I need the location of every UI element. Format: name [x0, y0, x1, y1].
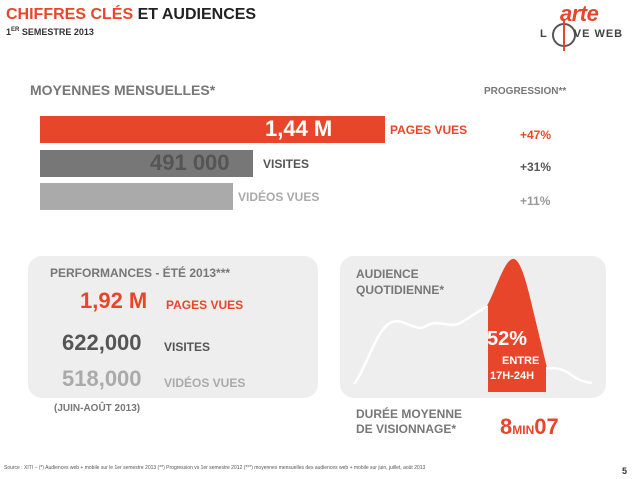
audience-curve-daytime — [352, 304, 489, 385]
monthly-videos-label: VIDÉOS VUES — [238, 190, 320, 204]
audience-share-label-2: 17H-24H — [490, 370, 535, 382]
logo-bar-icon — [563, 19, 565, 51]
subtitle-ordinal-suffix: ER — [11, 27, 20, 33]
logo-brand: arte — [560, 1, 599, 26]
monthly-pages-label: PAGES VUES — [390, 123, 468, 137]
audience-heading-line2: QUOTIDIENNE* — [356, 283, 445, 297]
page-number: 5 — [622, 466, 628, 476]
page-title-highlight: CHIFFRES CLÉS — [6, 6, 134, 23]
summer-videos-label: VIDÉOS VUES — [164, 376, 246, 390]
duration-label-line2: DE VISIONNAGE* — [356, 422, 457, 436]
subtitle-ordinal: 1 — [6, 27, 12, 37]
source-note: Source : XITI – (*) Audiences web + mobi… — [4, 465, 426, 471]
summer-pages-value: 1,92 M — [80, 288, 148, 313]
summer-videos-value: 518,000 — [62, 366, 142, 391]
monthly-bar-videos — [40, 183, 233, 210]
monthly-pages-value: 1,44 M — [265, 116, 333, 141]
duration-label-line1: DURÉE MOYENNE — [356, 407, 463, 421]
audience-heading-line1: AUDIENCE — [356, 267, 419, 281]
monthly-videos-value: 379,000 — [136, 183, 216, 208]
audience-curve-evening — [487, 259, 547, 369]
duration-seconds: 07 — [534, 414, 559, 439]
logo-tagline: L VE WEB — [540, 28, 623, 40]
audience-share-label-1: ENTRE — [502, 355, 540, 367]
progression-heading: PROGRESSION** — [484, 86, 567, 97]
audience-area-evening — [488, 259, 546, 392]
summer-pages-label: PAGES VUES — [166, 298, 244, 312]
page-title-rest: ET AUDIENCES — [133, 6, 257, 23]
page-title: CHIFFRES CLÉS ET AUDIENCES — [6, 6, 256, 24]
duration-value: 8MIN07 — [500, 414, 559, 440]
summer-visits-label: VISITES — [164, 340, 211, 354]
logo-tagline-left: L — [540, 28, 548, 40]
monthly-heading: MOYENNES MENSUELLES* — [30, 82, 216, 98]
monthly-bar-pages — [40, 116, 385, 143]
summer-performance-panel — [28, 256, 318, 398]
audience-curve-night — [545, 366, 593, 385]
logo-tagline-right: VE WEB — [573, 28, 624, 40]
audience-heading: AUDIENCE QUOTIDIENNE* — [356, 266, 444, 298]
subtitle-text: SEMESTRE 2013 — [19, 27, 94, 37]
monthly-visits-label: VISITES — [263, 157, 310, 171]
progression-pages: +47% — [520, 128, 552, 142]
duration-unit: MIN — [512, 423, 535, 437]
progression-visits: +31% — [520, 160, 552, 174]
progression-videos: +11% — [520, 194, 551, 208]
duration-label: DURÉE MOYENNE DE VISIONNAGE* — [356, 407, 462, 437]
arte-live-web-logo: arte L VE WEB — [540, 1, 632, 51]
daily-audience-curve — [352, 259, 593, 392]
audience-share-value: 52% — [487, 328, 528, 350]
page-subtitle: 1ER SEMESTRE 2013 — [6, 27, 94, 37]
monthly-visits-value: 491 000 — [150, 150, 230, 175]
monthly-bar-visits — [40, 150, 253, 177]
summer-visits-value: 622,000 — [62, 330, 142, 355]
summer-heading: PERFORMANCES - ÉTÉ 2013*** — [50, 266, 231, 280]
summer-period: (JUIN-AOÛT 2013) — [54, 403, 141, 414]
duration-minutes: 8 — [500, 414, 513, 439]
